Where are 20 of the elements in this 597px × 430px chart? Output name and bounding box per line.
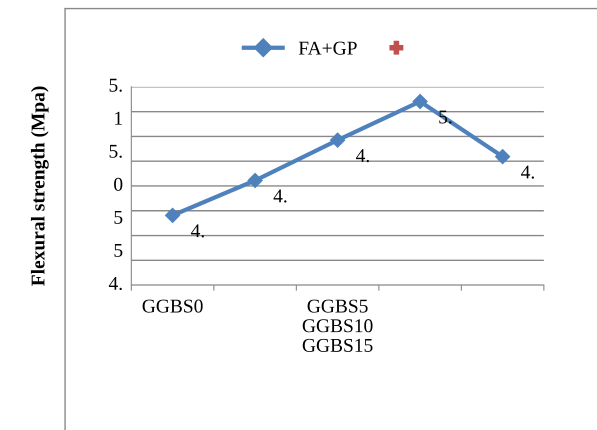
text: 5. [110, 144, 122, 158]
text: 4. [108, 276, 122, 290]
point [165, 208, 180, 223]
x-tick-label: GGBS0 [142, 300, 203, 313]
annotation: 4. [356, 149, 369, 162]
text: 1 [115, 112, 122, 125]
text: 0 [114, 178, 122, 191]
annotation: 4. [191, 224, 204, 238]
point [412, 94, 428, 110]
text: 5. [110, 78, 122, 92]
point [248, 172, 263, 188]
text: 5 [114, 210, 122, 224]
text: 5 [114, 244, 122, 257]
y-axis-title: Flexural strength (Mpa) [30, 86, 49, 286]
annotation: 4. [274, 189, 286, 203]
point [495, 149, 510, 164]
legend-label: FA+GP [298, 42, 357, 55]
annotation: 4. [521, 166, 534, 179]
point [330, 132, 346, 148]
x-tick-label: GGBS5 GGBS10 GGBS15 [302, 300, 373, 352]
